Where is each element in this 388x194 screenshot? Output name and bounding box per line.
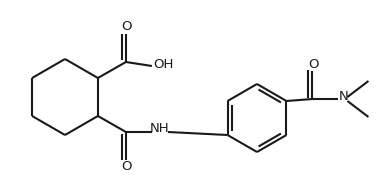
Text: N: N: [339, 90, 348, 104]
Text: NH: NH: [150, 122, 170, 135]
Text: O: O: [122, 160, 132, 173]
Text: O: O: [122, 21, 132, 34]
Text: O: O: [308, 57, 319, 70]
Text: OH: OH: [154, 59, 174, 72]
